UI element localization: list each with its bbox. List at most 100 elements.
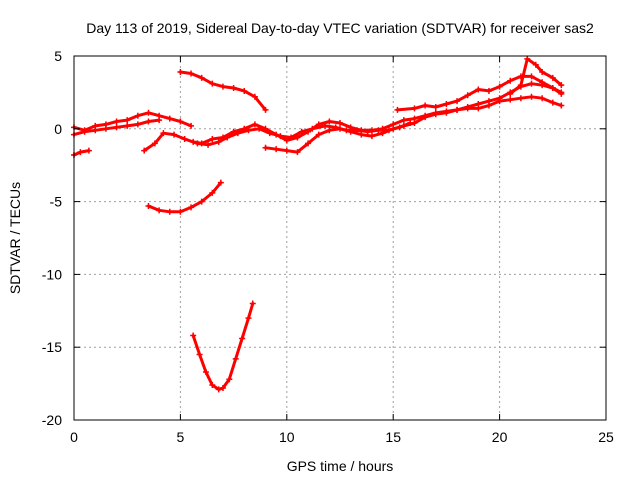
data-point [411, 105, 418, 112]
x-tick-label: 20 [492, 429, 508, 445]
data-point [190, 332, 197, 339]
data-point [124, 117, 131, 124]
data-point [219, 384, 226, 391]
data-point [337, 119, 343, 126]
data-point [294, 149, 301, 156]
data-point [315, 121, 322, 128]
data-point [432, 111, 439, 118]
data-point [85, 147, 92, 154]
data-point [113, 124, 120, 131]
data-point [283, 137, 290, 144]
y-tick-label: -10 [42, 266, 62, 282]
y-tick-label: -20 [42, 412, 62, 428]
data-point [251, 93, 258, 100]
data-point [379, 130, 386, 137]
data-point [156, 117, 163, 124]
y-tick-label: -5 [50, 194, 63, 210]
data-point [539, 95, 546, 102]
data-point [219, 83, 226, 90]
data-point [166, 208, 173, 215]
data-point [305, 128, 312, 135]
data-point [241, 125, 248, 132]
data-point [475, 86, 482, 93]
y-tick-label: 5 [54, 48, 62, 64]
data-point [326, 127, 333, 134]
data-point [141, 147, 148, 154]
data-series [71, 55, 565, 393]
data-point [245, 315, 252, 322]
data-point [315, 131, 322, 138]
series-line [396, 74, 563, 112]
data-point [209, 382, 216, 389]
chart-title: Day 113 of 2019, Sidereal Day-to-day VTE… [86, 20, 594, 36]
data-point [485, 87, 492, 94]
data-point [181, 135, 188, 142]
data-point [188, 70, 195, 77]
data-point [517, 95, 524, 102]
data-point [77, 149, 84, 156]
data-point [202, 368, 209, 375]
data-point [496, 83, 503, 90]
data-point [156, 207, 163, 214]
data-point [217, 179, 224, 186]
data-point [549, 85, 556, 92]
data-point [145, 202, 152, 209]
data-point [249, 300, 256, 307]
data-point [528, 80, 535, 87]
x-tick-label: 25 [598, 429, 614, 445]
data-point [368, 133, 375, 140]
data-point [558, 102, 565, 109]
data-point [251, 121, 258, 128]
series-arc-neg17 [190, 300, 256, 393]
data-point [528, 73, 535, 80]
data-point [232, 355, 239, 362]
data-point [215, 138, 222, 145]
data-point [113, 118, 120, 125]
data-point [134, 112, 141, 119]
data-point [262, 106, 269, 113]
data-point [305, 140, 312, 147]
data-point [188, 122, 195, 129]
data-point [464, 103, 471, 110]
data-point [524, 55, 531, 62]
data-point [539, 79, 546, 86]
data-point [262, 125, 269, 132]
data-point [507, 96, 514, 103]
x-tick-label: 5 [177, 429, 185, 445]
data-point [558, 82, 565, 89]
data-point [177, 208, 184, 215]
data-point [145, 118, 152, 125]
data-point [124, 122, 131, 129]
data-point [209, 80, 216, 87]
data-point [400, 122, 407, 129]
data-point [102, 125, 109, 132]
data-point [230, 85, 237, 92]
data-point [294, 134, 301, 141]
y-tick-label: -15 [42, 339, 62, 355]
data-point [219, 134, 226, 141]
series-arc-high-b [394, 73, 565, 113]
data-point [326, 118, 333, 125]
series-arc-high-c [507, 55, 565, 97]
data-point [239, 335, 246, 342]
data-point [528, 93, 535, 100]
data-point [454, 106, 461, 113]
y-axis-label: SDTVAR / TECUs [7, 182, 23, 294]
data-point [496, 95, 503, 102]
data-point [394, 106, 401, 113]
data-point [215, 386, 222, 393]
data-point [81, 128, 88, 135]
data-point [517, 82, 524, 89]
plot-frame [73, 55, 607, 421]
x-axis-label: GPS time / hours [287, 458, 394, 474]
data-point [464, 92, 471, 99]
data-point [358, 131, 365, 138]
x-tick-label: 0 [70, 429, 78, 445]
data-point [209, 135, 216, 142]
data-point [209, 189, 216, 196]
data-point [390, 125, 397, 132]
data-point [226, 376, 233, 383]
data-point [532, 61, 539, 68]
y-tick-label: 0 [54, 121, 62, 137]
